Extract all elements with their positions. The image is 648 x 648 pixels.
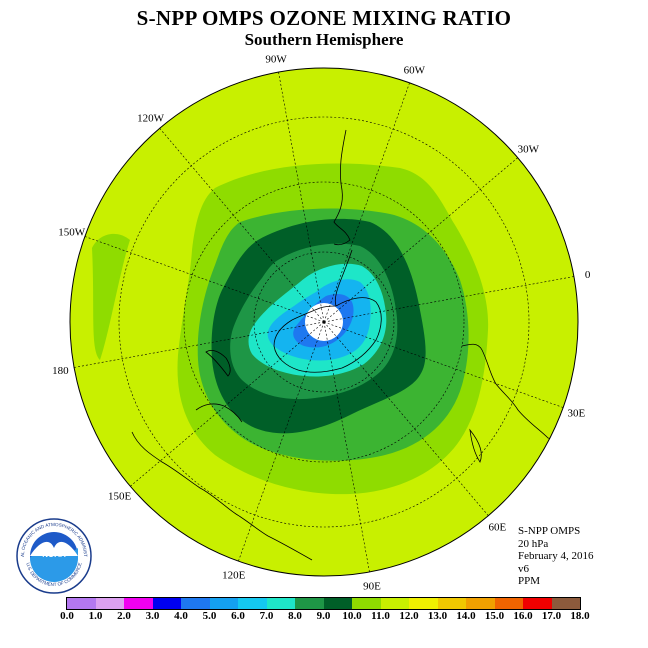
color-swatch: [466, 598, 495, 609]
coastline-antarctica: [273, 297, 382, 373]
longitude-label: 90W: [265, 53, 287, 65]
color-swatch: [266, 598, 295, 609]
color-swatch: [152, 598, 181, 609]
color-swatch: [124, 598, 153, 609]
coastlines: [131, 129, 575, 561]
color-swatch: [238, 598, 267, 609]
longitude-label: 120W: [137, 113, 165, 125]
latitude-circle: [253, 251, 395, 393]
latitude-circle: [118, 116, 530, 528]
color-tick-label: 15.0: [484, 610, 505, 622]
product-info: S-NPP OMPS 20 hPa February 4, 2016 v6 PP…: [518, 525, 593, 588]
longitude-label: 90E: [363, 581, 381, 593]
color-tick-label: 11.0: [371, 610, 390, 622]
color-tick-label: 12.0: [399, 610, 419, 622]
color-swatch: [95, 598, 124, 609]
color-swatch: [380, 598, 409, 609]
info-date: February 4, 2016: [518, 550, 594, 562]
color-tick-label: 1.0: [88, 610, 103, 622]
longitude-label: 150E: [108, 490, 132, 502]
longitude-label: 60W: [404, 65, 426, 77]
color-tick-label: 17.0: [541, 610, 562, 622]
color-swatch: [409, 598, 438, 609]
color-swatch: [352, 598, 381, 609]
color-tick-label: 14.0: [456, 610, 476, 622]
info-units: PPM: [518, 575, 541, 587]
graticule: [74, 72, 574, 572]
longitude-label: 30E: [567, 407, 585, 419]
color-swatch: [551, 598, 580, 609]
color-tick-label: 5.0: [202, 610, 217, 622]
color-tick-label: 9.0: [316, 610, 331, 622]
color-swatch: [494, 598, 523, 609]
color-tick-label: 16.0: [513, 610, 533, 622]
coastline-antarctic-peninsula: [334, 249, 353, 307]
color-tick-label: 10.0: [342, 610, 362, 622]
color-tick-label: 6.0: [231, 610, 245, 622]
color-swatch: [323, 598, 352, 609]
color-tick-label: 0.0: [60, 610, 74, 622]
noaa-logo: NATIONAL OCEANIC AND ATMOSPHERIC ADMINIS…: [16, 518, 92, 594]
info-version: v6: [518, 562, 529, 575]
coastline-madagascar: [469, 428, 482, 463]
map-border: [69, 67, 579, 577]
color-tick-label: 18.0: [570, 610, 590, 622]
coastline-indian: [195, 403, 243, 423]
page-subtitle: Southern Hemisphere: [244, 30, 404, 49]
color-tick-label: 3.0: [145, 610, 160, 622]
longitude-label: 120E: [222, 569, 246, 581]
color-tick-label: 7.0: [259, 610, 274, 622]
coastline-australia: [131, 431, 313, 561]
logo-bird: [30, 541, 78, 556]
color-swatch: [295, 598, 324, 609]
longitude-labels: 0 30E 60E 90E 120E 150E 180 150W 120W 90W 60W 30W: [52, 53, 591, 592]
longitude-label: 180: [52, 365, 69, 377]
info-level: 20 hPa: [518, 537, 549, 550]
color-scale-ticks: 0.0 1.0 2.0 3.0 4.0 5.0 6.0 7.0 8.0 9.0 10.0 11.0 12…: [0, 610, 648, 624]
longitude-label: 30W: [518, 144, 540, 156]
longitude-label: 0: [585, 269, 591, 281]
color-tick-label: 13.0: [427, 610, 448, 622]
color-swatch: [209, 598, 238, 609]
longitude-label: 60E: [489, 521, 507, 533]
page-title: S-NPP OMPS OZONE MIXING RATIO: [136, 6, 512, 30]
info-product: S-NPP OMPS: [518, 525, 581, 537]
logo-wave: [30, 548, 78, 582]
color-tick-label: 2.0: [117, 610, 131, 622]
color-tick-label: 4.0: [174, 610, 188, 622]
coastline-new-zealand: [205, 350, 231, 377]
color-swatch: [437, 598, 466, 609]
coastline-south-america: [333, 129, 351, 246]
latitude-circle: [183, 181, 465, 463]
color-swatch: [67, 598, 96, 609]
color-scale-bar: [66, 597, 581, 610]
color-swatch: [181, 598, 210, 609]
contour-band-10-11: [92, 233, 130, 360]
color-tick-label: 8.0: [288, 610, 302, 622]
longitude-label: 150W: [58, 227, 86, 239]
color-swatch: [523, 598, 552, 609]
logo-text: NOAA: [42, 550, 66, 559]
